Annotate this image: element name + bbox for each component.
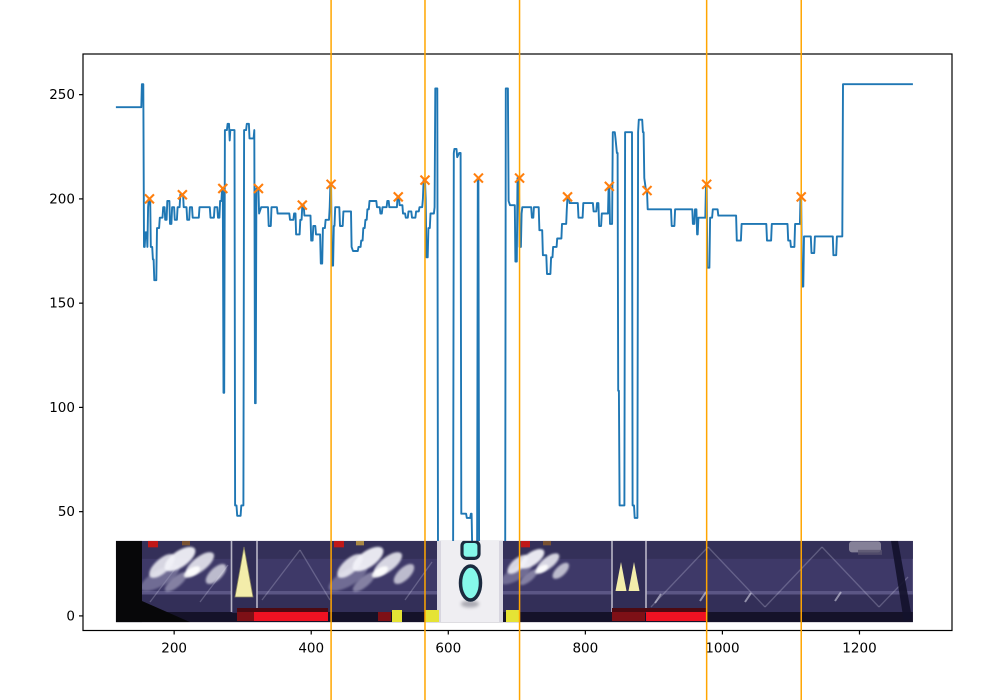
swoosh-blob xyxy=(393,563,415,585)
sign-panel xyxy=(612,540,646,613)
peak-marker-x xyxy=(297,199,308,211)
strip-light-band xyxy=(115,591,913,595)
peak-marker-x xyxy=(473,172,484,184)
peak-marker-x xyxy=(795,191,807,203)
peak-marker-x xyxy=(562,191,573,203)
x-tick-label: 1200 xyxy=(842,641,876,657)
bar-backing xyxy=(237,608,328,612)
swoosh-blob xyxy=(552,562,569,579)
series-path xyxy=(115,83,913,555)
x-axis: 200 400 600 800 1000 1200 xyxy=(161,630,877,657)
lane-line xyxy=(764,546,823,608)
x-tick-label: 200 xyxy=(161,641,187,657)
red-chip xyxy=(521,540,530,548)
lane-line xyxy=(261,549,301,601)
boundary-vlines xyxy=(330,0,802,700)
dark-streak xyxy=(891,540,912,623)
red-bar-dark xyxy=(612,612,645,621)
axes: 200 400 600 800 1000 1200 0 50 100 150 200 250 xyxy=(49,53,953,657)
swoosh-blob xyxy=(164,572,188,592)
peak-marker-x xyxy=(217,183,229,194)
peak-marker-x xyxy=(604,181,615,192)
swoosh-blob xyxy=(328,565,368,591)
x-tick-label: 1000 xyxy=(705,641,739,657)
peak-marker-x xyxy=(514,172,525,184)
lane-line xyxy=(404,561,433,601)
y-tick-label: 50 xyxy=(58,504,75,520)
red-bar xyxy=(646,612,707,621)
y-tick-label: 100 xyxy=(49,400,75,416)
swoosh-blob xyxy=(352,546,384,572)
yellow-marker-block xyxy=(506,610,519,622)
yellow-marker-block xyxy=(392,610,402,622)
peak-marker-x xyxy=(701,179,712,190)
swoosh-blob xyxy=(371,566,389,578)
lane-line xyxy=(650,546,709,608)
axes-spines xyxy=(82,53,953,632)
y-tick-label: 0 xyxy=(66,608,75,624)
car-swoosh-cluster xyxy=(500,549,569,586)
strip-top-band xyxy=(115,540,913,559)
swoosh-blob xyxy=(352,572,376,592)
y-tick-label: 250 xyxy=(49,87,75,103)
pennant-triangle xyxy=(234,546,254,598)
lane-dash xyxy=(654,593,662,604)
strip-mid-band xyxy=(115,594,913,612)
red-bar-dark xyxy=(237,612,254,621)
peak-marker-x xyxy=(325,179,337,190)
x-tick-label: 600 xyxy=(435,641,461,657)
gray-chip xyxy=(849,541,881,553)
swoosh-blob xyxy=(519,569,538,586)
red-chip xyxy=(334,540,344,548)
pennant-triangle xyxy=(615,562,627,591)
signal-line xyxy=(115,83,913,555)
debris-chip xyxy=(356,540,364,546)
lane-dash xyxy=(744,592,752,603)
peak-marker-x xyxy=(641,185,653,196)
white-zone-edge xyxy=(437,540,441,623)
cyan-character-head xyxy=(460,540,481,560)
swoosh-blob xyxy=(519,549,545,569)
embedded-image-strip xyxy=(115,540,913,623)
y-tick-label: 150 xyxy=(49,296,75,312)
debris-chip xyxy=(182,540,190,546)
peak-marker-x xyxy=(144,193,155,205)
y-tick-label: 200 xyxy=(49,191,75,207)
swoosh-blob xyxy=(183,566,201,578)
swoosh-blob xyxy=(500,563,532,585)
y-axis: 0 50 100 150 200 250 xyxy=(49,87,83,624)
lane-line xyxy=(707,546,766,608)
yellow-marker-block xyxy=(425,610,439,622)
lane-dash xyxy=(834,591,842,602)
red-bar-dark xyxy=(378,612,391,621)
peak-marker-x xyxy=(253,183,264,194)
x-tick-label: 400 xyxy=(298,641,324,657)
swoosh-blob xyxy=(535,564,549,574)
peak-markers xyxy=(144,172,807,211)
lane-line xyxy=(821,546,880,608)
swoosh-blob xyxy=(164,546,196,572)
car-swoosh-cluster xyxy=(140,546,227,592)
peak-marker-x xyxy=(419,174,431,186)
lane-line xyxy=(299,549,331,601)
debris-chip xyxy=(543,540,551,546)
car-swoosh-cluster xyxy=(328,546,415,592)
character-shadow xyxy=(461,600,479,608)
swoosh-blob xyxy=(205,563,227,585)
pennant-triangle xyxy=(628,562,640,591)
gray-chip-shadow xyxy=(858,549,882,555)
lane-dash xyxy=(699,591,707,602)
peak-marker-x xyxy=(393,191,404,203)
swoosh-blob xyxy=(140,565,180,591)
red-chip xyxy=(148,540,158,548)
black-wedge xyxy=(115,601,190,623)
bar-backing xyxy=(612,608,707,612)
cyan-character-body xyxy=(458,564,483,602)
peak-marker-x xyxy=(177,189,188,200)
x-tick-label: 800 xyxy=(572,641,598,657)
white-zone-edge xyxy=(499,540,503,623)
red-bar xyxy=(254,612,328,621)
